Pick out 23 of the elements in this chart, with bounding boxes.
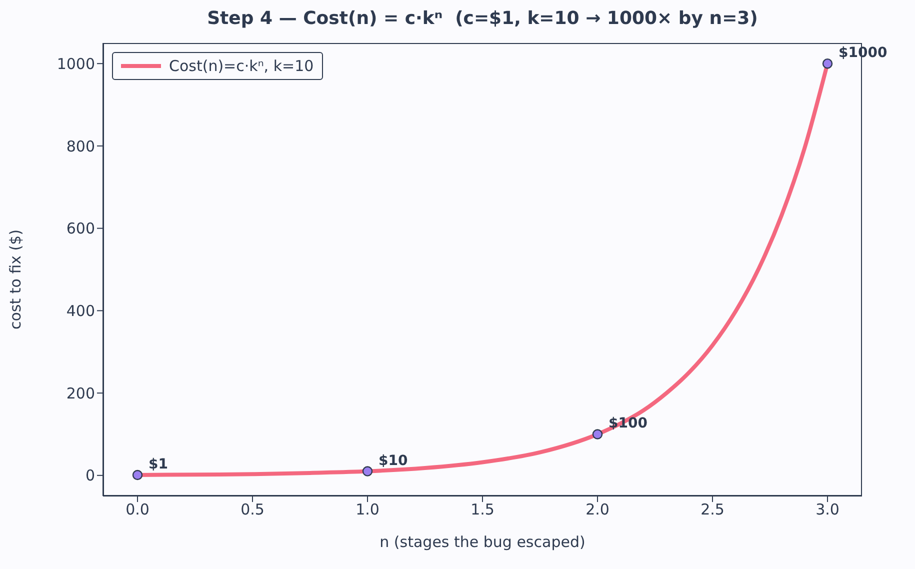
x-tick-label: 0.0 [126, 500, 150, 519]
x-tick-label: 0.5 [240, 500, 264, 519]
data-label: $1 [148, 456, 168, 472]
y-tick-label: 800 [66, 137, 95, 156]
x-tick-label: 2.5 [700, 500, 724, 519]
y-tick-label: 400 [66, 302, 95, 320]
y-tick-label: 1000 [56, 54, 95, 73]
chart-title: Step 4 — Cost(n) = c·kⁿ (c=$1, k=10 → 1000× by n=3) [206, 8, 759, 29]
y-tick-label: 0 [85, 466, 95, 485]
point [132, 470, 143, 480]
y-tick-label: 600 [66, 220, 95, 238]
x-tick-label: 1.0 [356, 500, 380, 519]
x-tick-label: 1.5 [470, 500, 494, 519]
y-tick-label: 200 [66, 384, 95, 402]
legend-label: Cost(n)=c·kⁿ, k=10 [169, 57, 314, 75]
point [592, 429, 603, 440]
y-axis-title: cost to fix ($) [6, 229, 24, 330]
point [362, 466, 373, 476]
x-tick-label: 3.0 [816, 500, 840, 519]
point [822, 58, 833, 69]
x-tick-label: 2.0 [586, 500, 610, 519]
data-label: $10 [378, 452, 408, 469]
x-axis-title: n (stages the bug escaped) [380, 533, 586, 551]
